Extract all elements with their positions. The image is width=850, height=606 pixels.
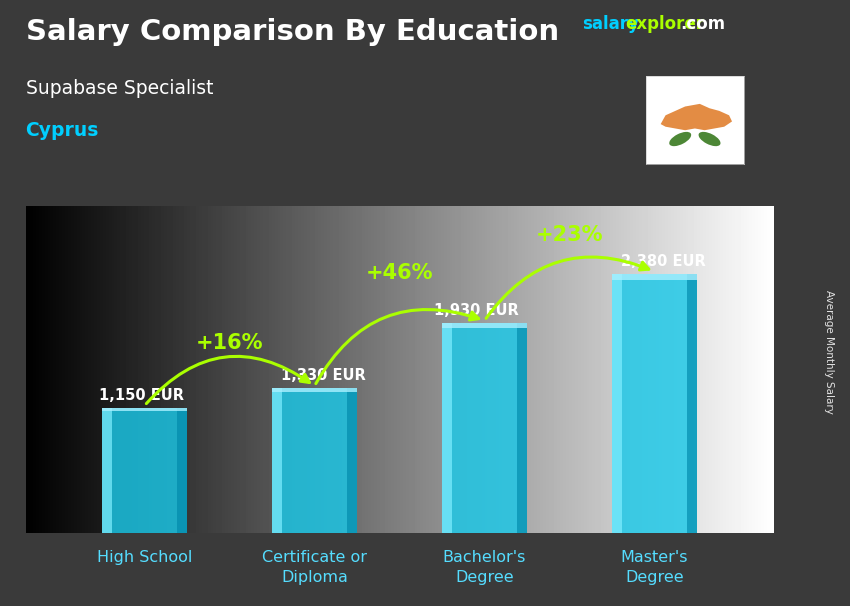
Bar — [442, 323, 527, 533]
Bar — [442, 323, 527, 328]
Text: +23%: +23% — [536, 225, 604, 245]
Bar — [442, 323, 452, 533]
Text: 1,150 EUR: 1,150 EUR — [99, 388, 184, 403]
Text: 1,330 EUR: 1,330 EUR — [280, 368, 366, 384]
Bar — [102, 408, 112, 533]
Bar — [102, 408, 187, 533]
Bar — [517, 323, 527, 533]
Bar — [272, 388, 357, 392]
Bar — [612, 274, 697, 533]
Text: Supabase Specialist: Supabase Specialist — [26, 79, 213, 98]
Text: Salary Comparison By Education: Salary Comparison By Education — [26, 18, 558, 46]
Text: +46%: +46% — [366, 264, 434, 284]
Polygon shape — [660, 104, 732, 130]
Ellipse shape — [669, 132, 691, 146]
Bar — [102, 408, 187, 411]
Bar — [612, 274, 622, 533]
Bar — [272, 388, 357, 533]
Bar — [272, 388, 282, 533]
Bar — [687, 274, 697, 533]
Text: 1,930 EUR: 1,930 EUR — [434, 303, 518, 318]
Text: Average Monthly Salary: Average Monthly Salary — [824, 290, 834, 413]
Text: +16%: +16% — [196, 333, 264, 353]
Bar — [612, 274, 697, 280]
Text: salary: salary — [582, 15, 639, 33]
Bar — [347, 388, 357, 533]
Text: 2,380 EUR: 2,380 EUR — [620, 254, 706, 268]
Text: .com: .com — [680, 15, 725, 33]
Text: explorer: explorer — [625, 15, 704, 33]
Ellipse shape — [699, 132, 721, 146]
Text: Cyprus: Cyprus — [26, 121, 99, 140]
Bar — [177, 408, 187, 533]
